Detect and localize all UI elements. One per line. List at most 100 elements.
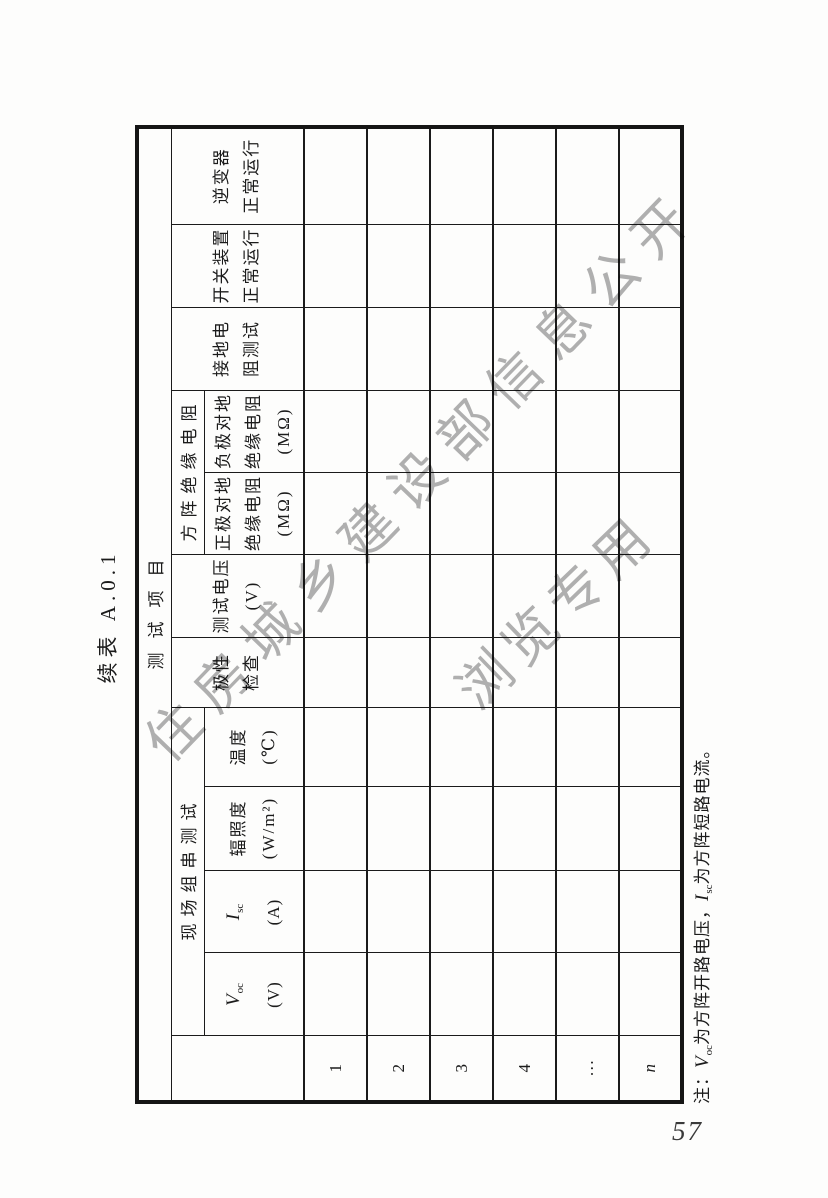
data-cell [367, 473, 430, 555]
data-cell [493, 225, 556, 308]
data-cell [493, 555, 556, 638]
data-cell [493, 391, 556, 473]
header-ground-resistance: 接地电 阻测试 [171, 308, 304, 391]
data-cell [556, 391, 619, 473]
table-row-ellipsis: … [556, 126, 619, 1102]
data-cell [619, 787, 682, 871]
table-row-1: 1 [304, 126, 367, 1102]
header-array-insulation: 方阵绝缘电阻 [171, 391, 204, 555]
data-cell [430, 308, 493, 391]
header-row-top: 测试项目 [137, 126, 171, 1102]
data-cell [367, 871, 430, 953]
row-label: 4 [493, 1036, 556, 1102]
table-title: 续表 A.0.1 [96, 549, 120, 684]
corner-cell [171, 1036, 304, 1102]
data-cell [556, 871, 619, 953]
data-cell [304, 473, 367, 555]
data-cell [304, 787, 367, 871]
header-isc: Isc (A) [204, 871, 304, 953]
data-cell [430, 473, 493, 555]
data-cell [304, 308, 367, 391]
table-row-3: 3 [430, 126, 493, 1102]
table-row-2: 2 [367, 126, 430, 1102]
header-field-string-test: 现场组串测试 [171, 708, 204, 1036]
data-cell [430, 638, 493, 708]
data-cell [619, 953, 682, 1036]
header-switchgear: 开关装置 正常运行 [171, 225, 304, 308]
header-irradiance: 辐照度 (W/m²) [204, 787, 304, 871]
data-cell [619, 638, 682, 708]
data-cell [304, 953, 367, 1036]
data-cell [493, 871, 556, 953]
header-test-items: 测试项目 [137, 126, 171, 1102]
data-cell [304, 638, 367, 708]
data-cell [430, 953, 493, 1036]
header-test-voltage: 测试电压 (V) [171, 555, 304, 638]
test-record-table: 测试项目 现场组串测试 极性 检查 测试电压 (V) 方阵绝缘电阻 接地电 阻测… [135, 124, 684, 1104]
data-cell [556, 708, 619, 787]
data-cell [493, 787, 556, 871]
data-cell [493, 308, 556, 391]
page-number: 57 [672, 1116, 703, 1146]
data-cell [493, 126, 556, 225]
data-cell [556, 126, 619, 225]
data-cell [367, 953, 430, 1036]
data-cell [619, 126, 682, 225]
row-label: 1 [304, 1036, 367, 1102]
data-cell [430, 787, 493, 871]
header-row-group: 现场组串测试 极性 检查 测试电压 (V) 方阵绝缘电阻 接地电 阻测试 开关装… [171, 126, 304, 1102]
data-cell [367, 391, 430, 473]
data-cell [367, 225, 430, 308]
data-cell [493, 638, 556, 708]
data-cell [304, 391, 367, 473]
data-cell [367, 126, 430, 225]
data-cell [304, 871, 367, 953]
data-cell [430, 225, 493, 308]
data-cell [619, 555, 682, 638]
header-negative-insulation: 负极对地 绝缘电阻 (MΩ) [204, 391, 304, 473]
data-cell [367, 708, 430, 787]
data-cell [619, 708, 682, 787]
rotated-table-block: 续表 A.0.1 测试项目 现场组串测试 极性 检查 测试电压 (V) [93, 124, 720, 1105]
data-cell [304, 225, 367, 308]
data-cell [556, 787, 619, 871]
data-cell [430, 126, 493, 225]
data-cell [367, 787, 430, 871]
data-cell [556, 555, 619, 638]
header-inverter: 逆变器 正常运行 [171, 126, 304, 225]
data-cell [367, 308, 430, 391]
data-cell [430, 871, 493, 953]
data-cell [493, 708, 556, 787]
table-row-n: n [619, 126, 682, 1102]
data-cell [430, 708, 493, 787]
data-cell [304, 126, 367, 225]
data-cell [556, 953, 619, 1036]
row-label: … [556, 1036, 619, 1102]
data-cell [430, 555, 493, 638]
data-cell [367, 638, 430, 708]
row-label: 3 [430, 1036, 493, 1102]
data-cell [619, 473, 682, 555]
data-cell [493, 953, 556, 1036]
data-cell [619, 225, 682, 308]
data-cell [304, 708, 367, 787]
row-label: n [619, 1036, 682, 1102]
data-cell [619, 391, 682, 473]
header-voc: Voc (V) [204, 953, 304, 1036]
data-cell [556, 473, 619, 555]
header-positive-insulation: 正极对地 绝缘电阻 (MΩ) [204, 473, 304, 555]
table-row-4: 4 [493, 126, 556, 1102]
header-polarity-check: 极性 检查 [171, 638, 304, 708]
header-temperature: 温度 (℃) [204, 708, 304, 787]
data-cell [493, 473, 556, 555]
data-cell [556, 225, 619, 308]
data-cell [367, 555, 430, 638]
table-note: 注：Voc为方阵开路电压，Isc为方阵短路电流。 [692, 740, 715, 1105]
data-cell [619, 308, 682, 391]
data-cell [304, 555, 367, 638]
data-cell [556, 638, 619, 708]
data-cell [430, 391, 493, 473]
data-cell [619, 871, 682, 953]
row-label: 2 [367, 1036, 430, 1102]
